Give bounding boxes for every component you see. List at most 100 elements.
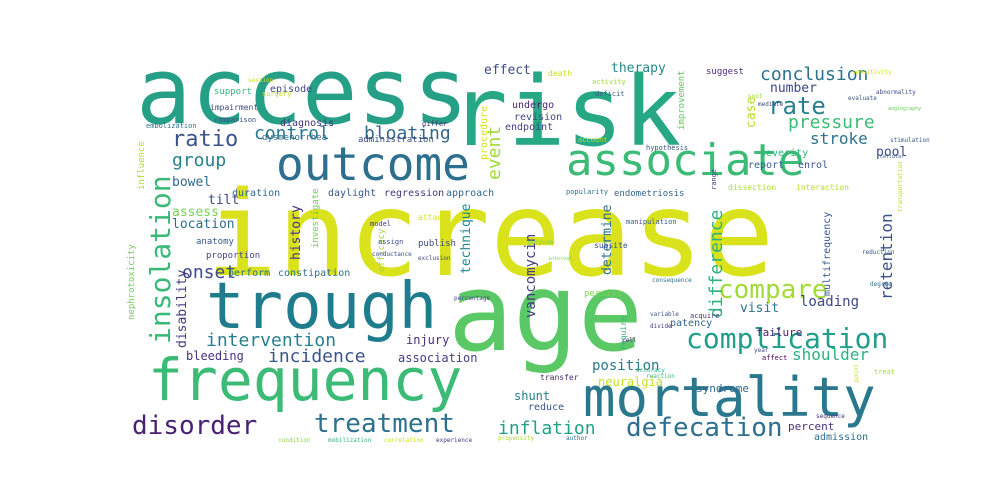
word-number: number — [770, 81, 817, 96]
word-proportion: proportion — [206, 251, 260, 261]
word-angiography: angiography — [888, 106, 921, 112]
word-exclusion: exclusion — [418, 255, 451, 262]
word-improvement: improvement — [677, 70, 687, 130]
word-neuralgia: neuralgia — [598, 375, 663, 389]
word-require: require — [619, 316, 628, 350]
word-regression: regression — [384, 188, 444, 199]
word-increase: increase — [206, 165, 774, 303]
word-risk: risk — [450, 56, 681, 168]
word-sequence: sequence — [816, 413, 845, 420]
word-account: account — [578, 136, 608, 144]
word-mediate: mediate — [758, 101, 784, 108]
word-nephrotoxicity: nephrotoxicity — [127, 244, 137, 320]
word-association: association — [398, 351, 477, 365]
word-stimulation: stimulation — [890, 137, 930, 144]
word-shunt: shunt — [514, 389, 550, 403]
word-enrol: enrol — [798, 160, 828, 171]
word-injury: injury — [406, 333, 449, 347]
word-endometriosis: endometriosis — [614, 189, 684, 199]
word-effect: effect — [484, 63, 531, 78]
word-procedure: procedure — [479, 106, 490, 160]
word-disorder: disorder — [132, 411, 257, 441]
word-impairment: impairment — [210, 103, 258, 112]
word-trough: trough — [206, 270, 437, 344]
word-assign: assign — [378, 238, 403, 246]
word-endpoint: endpoint — [505, 122, 553, 133]
word-purpose: purpose — [528, 239, 554, 246]
word-differ: differ — [422, 120, 447, 128]
word-abnormality: abnormality — [876, 89, 916, 96]
word-insolation: insolation — [144, 175, 177, 344]
word-technique: technique — [459, 203, 474, 274]
word-location: location — [172, 217, 235, 232]
word-complication: complication — [686, 322, 888, 355]
word-conductance: conductance — [372, 251, 412, 258]
word-episode: episode — [270, 84, 312, 95]
word-popularity: popularity — [566, 188, 608, 196]
word-loading: loading — [800, 294, 859, 310]
word-subsite: subsite — [594, 241, 628, 250]
word-activity: activity — [592, 78, 626, 86]
word-pressure: pressure — [788, 112, 875, 133]
word-sensitivity: sensitivity — [852, 69, 892, 76]
word-surgery: surgery — [262, 90, 292, 98]
word-anatomy: anatomy — [196, 237, 235, 247]
word-bleeding: bleeding — [186, 349, 244, 363]
word-acquire: acquire — [690, 312, 720, 320]
word-constipation: constipation — [278, 268, 350, 279]
word-investigate: investigate — [311, 188, 321, 248]
word-treatment: treatment — [314, 409, 455, 439]
word-assess: assess — [172, 205, 219, 220]
word-interaction: interaction — [796, 183, 849, 192]
word-affect: affect — [762, 354, 787, 362]
word-defecation: defecation — [626, 413, 783, 443]
word-publish: publish — [418, 239, 456, 249]
word-comparison: comparison — [214, 116, 256, 124]
word-degree: degree — [870, 281, 892, 288]
word-case: case — [744, 97, 759, 128]
word-tilt: tilt — [208, 193, 239, 208]
word-disability: disability — [175, 270, 190, 348]
word-efficacy: efficacy — [377, 228, 387, 272]
word-bowel: bowel — [172, 175, 211, 190]
word-failure: failure — [756, 326, 802, 339]
word-vancomycin: vancomycin — [523, 234, 539, 318]
word-onset: onset — [182, 262, 236, 283]
word-correlation: correlation — [384, 437, 424, 444]
word-attack: attack — [418, 213, 447, 222]
word-percentage: percentage — [454, 295, 491, 302]
word-difference: difference — [706, 210, 727, 318]
word-range: range — [710, 169, 718, 190]
word-percent: percent — [788, 420, 834, 433]
word-revision: revision — [514, 112, 562, 123]
word-multifrequency: multifrequency — [822, 212, 833, 296]
word-event: event — [484, 126, 505, 180]
word-stroke: stroke — [810, 129, 868, 148]
word-reduction: reduction — [862, 249, 895, 256]
word-compare: compare — [718, 275, 828, 305]
word-variable: variable — [650, 311, 679, 318]
word-access: access — [136, 38, 468, 145]
word-cell: cell — [622, 337, 637, 344]
word-intervention: intervention — [206, 330, 336, 351]
word-cellular: cellular — [880, 154, 904, 160]
word-dysmenorrhea: dysmenorrhea — [262, 133, 327, 143]
word-frequency: frequency — [148, 346, 462, 414]
word-evaluate: evaluate — [848, 95, 877, 102]
word-influence: influence — [137, 141, 147, 190]
word-bloating: bloating — [364, 123, 451, 144]
word-severity: severity — [760, 148, 808, 159]
word-group: group — [172, 150, 226, 171]
word-determine: determine — [600, 204, 615, 275]
word-history: history — [289, 205, 304, 260]
word-condition: condition — [278, 437, 311, 444]
word-suggest: suggest — [706, 67, 744, 77]
word-admission: admission — [814, 432, 868, 443]
word-embolization: embolization — [146, 122, 197, 130]
word-accuracy: accuracy — [636, 367, 665, 374]
word-rate: rate — [768, 92, 826, 120]
word-interval: interval — [548, 256, 572, 262]
word-daylight: daylight — [328, 188, 376, 199]
word-approach: approach — [446, 188, 494, 199]
word-pool: pool — [876, 145, 907, 160]
